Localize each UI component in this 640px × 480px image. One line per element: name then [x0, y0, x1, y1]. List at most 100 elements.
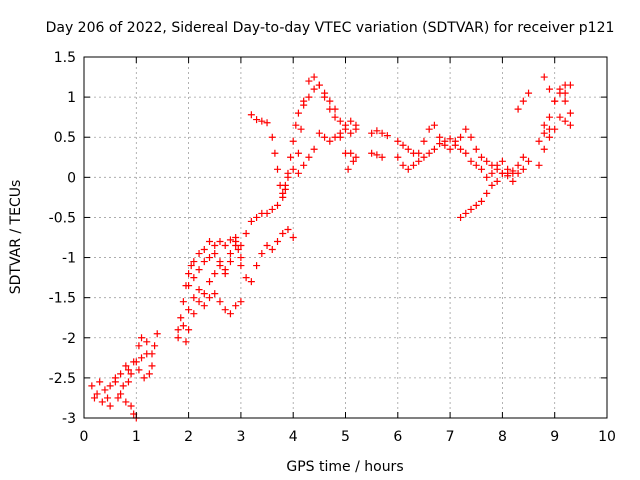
data-point — [185, 270, 193, 278]
data-point — [467, 133, 475, 141]
data-point — [451, 137, 459, 145]
x-tick-label: 10 — [598, 429, 616, 445]
data-point — [300, 161, 308, 169]
data-point — [509, 167, 517, 175]
data-point — [488, 169, 496, 177]
y-tick-label: 0 — [67, 170, 76, 186]
data-point — [200, 290, 208, 298]
data-point — [514, 161, 522, 169]
data-point — [305, 77, 313, 85]
x-tick-label: 3 — [236, 429, 245, 445]
data-point — [378, 153, 386, 161]
data-point — [292, 121, 300, 129]
data-point — [226, 310, 234, 318]
data-point — [472, 145, 480, 153]
data-point — [467, 205, 475, 213]
data-point — [441, 137, 449, 145]
data-point — [96, 378, 104, 386]
data-point — [281, 185, 289, 193]
data-point — [446, 135, 454, 143]
data-point — [211, 250, 219, 258]
data-point — [206, 238, 214, 246]
data-point — [289, 165, 297, 173]
data-point — [344, 165, 352, 173]
data-point — [274, 201, 282, 209]
data-point — [279, 229, 287, 237]
data-point — [493, 177, 501, 185]
data-point — [174, 326, 182, 334]
data-point — [519, 165, 527, 173]
data-point — [124, 366, 132, 374]
data-point — [556, 85, 564, 93]
data-point — [352, 153, 360, 161]
x-tick-label: 2 — [184, 429, 193, 445]
data-point — [237, 254, 245, 262]
data-point — [200, 302, 208, 310]
data-point — [190, 258, 198, 266]
data-point — [472, 161, 480, 169]
data-point — [271, 149, 279, 157]
data-point — [101, 386, 109, 394]
data-point — [287, 153, 295, 161]
data-point — [315, 129, 323, 137]
data-point — [446, 145, 454, 153]
axis-ticks: 0 1 2 3 4 5 6 7 8 9 10 -3 -2.5 -2 -1.5 -1 -0.5 0 0.5 1 1.5 — [49, 50, 616, 445]
data-point — [190, 294, 198, 302]
data-point — [226, 250, 234, 258]
data-point — [514, 169, 522, 177]
data-point — [315, 81, 323, 89]
data-point — [498, 157, 506, 165]
data-point — [195, 286, 203, 294]
data-point — [462, 125, 470, 133]
data-point — [185, 282, 193, 290]
data-point — [211, 290, 219, 298]
data-point — [195, 298, 203, 306]
data-point — [263, 209, 271, 217]
data-point — [347, 117, 355, 125]
data-point — [540, 121, 548, 129]
y-tick-label: 0.5 — [54, 130, 76, 146]
y-tick-label: -3 — [62, 411, 76, 427]
data-point — [237, 298, 245, 306]
data-point — [430, 121, 438, 129]
data-point — [145, 370, 153, 378]
data-point — [294, 109, 302, 117]
data-point — [200, 258, 208, 266]
data-point — [561, 97, 569, 105]
data-point — [237, 262, 245, 270]
data-point — [326, 105, 334, 113]
x-tick-label: 9 — [550, 429, 559, 445]
data-point — [336, 117, 344, 125]
data-point — [525, 89, 533, 97]
data-point — [216, 298, 224, 306]
data-point — [253, 262, 261, 270]
y-tick-label: 1.5 — [54, 50, 76, 66]
data-point — [294, 149, 302, 157]
data-point — [467, 157, 475, 165]
data-point — [373, 151, 381, 159]
data-point — [545, 113, 553, 121]
data-point — [98, 398, 106, 406]
x-tick-label: 1 — [132, 429, 141, 445]
data-point — [211, 270, 219, 278]
y-tick-label: -0.5 — [49, 210, 76, 226]
data-point — [519, 97, 527, 105]
data-point — [268, 133, 276, 141]
data-point — [226, 236, 234, 244]
data-point — [457, 133, 465, 141]
data-point — [247, 111, 255, 119]
data-point — [415, 157, 423, 165]
data-point — [545, 133, 553, 141]
x-axis-title: GPS time / hours — [286, 459, 403, 475]
data-point — [383, 132, 391, 140]
data-point — [436, 133, 444, 141]
data-point — [415, 149, 423, 157]
data-point — [540, 145, 548, 153]
data-point — [284, 225, 292, 233]
x-tick-label: 0 — [80, 429, 89, 445]
data-point — [226, 258, 234, 266]
data-point — [140, 374, 148, 382]
data-point — [234, 246, 242, 254]
data-point — [378, 129, 386, 137]
data-point — [258, 250, 266, 258]
